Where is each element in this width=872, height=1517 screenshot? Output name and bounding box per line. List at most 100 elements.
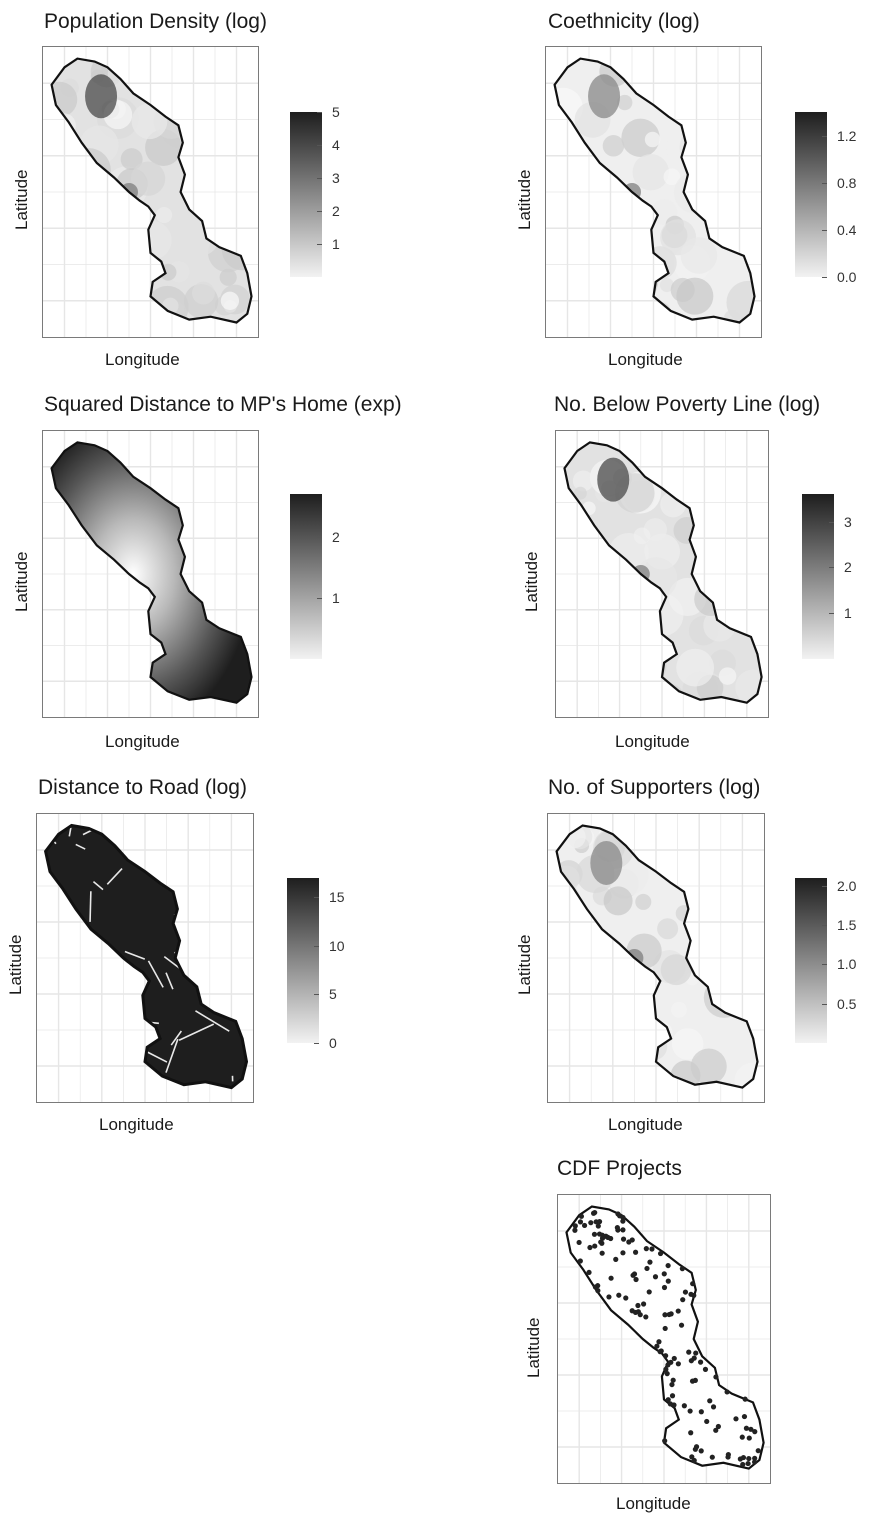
color-bar [290,112,322,277]
project-point [657,1250,664,1257]
legend-tick-mark [317,597,322,599]
project-point [698,1448,704,1454]
legend-tick-mark [314,945,319,947]
map-svg [43,47,258,337]
project-point [664,1371,670,1377]
y-axis-label: Latitude [12,551,31,613]
project-point [614,1225,620,1231]
legend-tick-label: 5 [329,986,337,1003]
project-point [691,1355,697,1361]
legend-tick-mark [317,211,322,212]
project-point [697,1359,704,1365]
project-point [620,1227,626,1233]
project-point [689,1454,695,1460]
project-point [662,1438,668,1444]
legend-tick-label: 1 [844,605,852,622]
project-point [688,1291,694,1297]
project-point [620,1236,627,1242]
project-point [595,1223,601,1229]
project-point [713,1374,719,1380]
project-point [620,1218,626,1224]
project-point [577,1258,583,1264]
panel-title: Coethnicity (log) [548,10,700,33]
panel-title: No. of Supporters (log) [548,776,761,799]
legend-tick-label: 3 [332,170,340,186]
legend-tick-label: 0.0 [837,269,857,285]
project-point [662,1312,668,1318]
x-axis-label: Longitude [616,1494,691,1513]
map-plot [555,430,769,718]
project-point [637,1312,643,1318]
x-axis-label: Longitude [608,1115,683,1134]
project-point [615,1211,621,1217]
project-point [675,1361,681,1367]
project-point [596,1219,603,1225]
project-point [681,1403,687,1409]
project-point [635,1302,641,1309]
project-point [692,1446,698,1452]
project-point [707,1398,713,1404]
project-point [710,1404,717,1410]
project-point [588,1220,594,1226]
legend-tick-label: 0.5 [837,995,857,1012]
panel-title: Distance to Road (log) [38,776,247,799]
legend-tick-label: 0.8 [837,174,857,191]
legend-tick-label: 2 [332,528,340,545]
project-point [649,1246,655,1252]
legend-tick-label: 4 [332,137,340,153]
project-point [577,1219,584,1225]
project-point [740,1454,747,1461]
project-point [702,1366,709,1372]
project-point [745,1460,751,1467]
legend-tick-mark [314,1043,319,1044]
map-svg [558,1195,770,1483]
project-point [704,1418,710,1425]
project-point [709,1454,715,1460]
map-plot [557,1194,771,1484]
legend-tick-mark [822,135,827,137]
project-point [715,1423,721,1430]
project-point [670,1377,676,1383]
project-point [751,1459,758,1465]
panel-title: CDF Projects [557,1157,682,1180]
map-plot [42,430,259,718]
project-point [605,1234,611,1240]
y-axis-label: Latitude [515,169,534,231]
color-bar [795,112,827,277]
project-point [643,1314,649,1320]
project-point [632,1309,639,1316]
x-axis-label: Longitude [608,350,683,369]
project-point [733,1416,739,1422]
project-point [725,1451,731,1458]
project-point [746,1435,752,1441]
y-axis-label: Latitude [12,169,31,231]
project-point [606,1294,612,1300]
legend-tick-mark [822,229,827,231]
y-axis-label: Latitude [6,934,25,996]
project-point [662,1325,668,1332]
legend-tick-label: 1 [332,589,340,606]
project-point [687,1408,693,1414]
y-axis-label: Latitude [515,934,534,996]
project-point [661,1284,668,1291]
project-point [666,1311,672,1318]
region-outline [50,57,253,324]
region-outline [50,441,253,704]
x-axis-label: Longitude [105,732,180,751]
project-point [669,1381,675,1388]
project-point [686,1349,692,1355]
color-bar [795,878,827,1043]
project-point [680,1297,686,1303]
project-point [572,1223,578,1229]
legend-tick-label: 5 [332,104,340,120]
panel-title: No. Below Poverty Line (log) [554,393,821,416]
project-point [667,1401,673,1407]
project-point [596,1231,603,1237]
legend-tick-label: 0.4 [837,221,857,238]
legend-tick-mark [317,145,322,146]
map-plot [42,46,259,338]
project-point [661,1271,667,1277]
legend-tick-mark [317,178,322,179]
project-point [671,1355,677,1362]
project-point [608,1275,614,1281]
